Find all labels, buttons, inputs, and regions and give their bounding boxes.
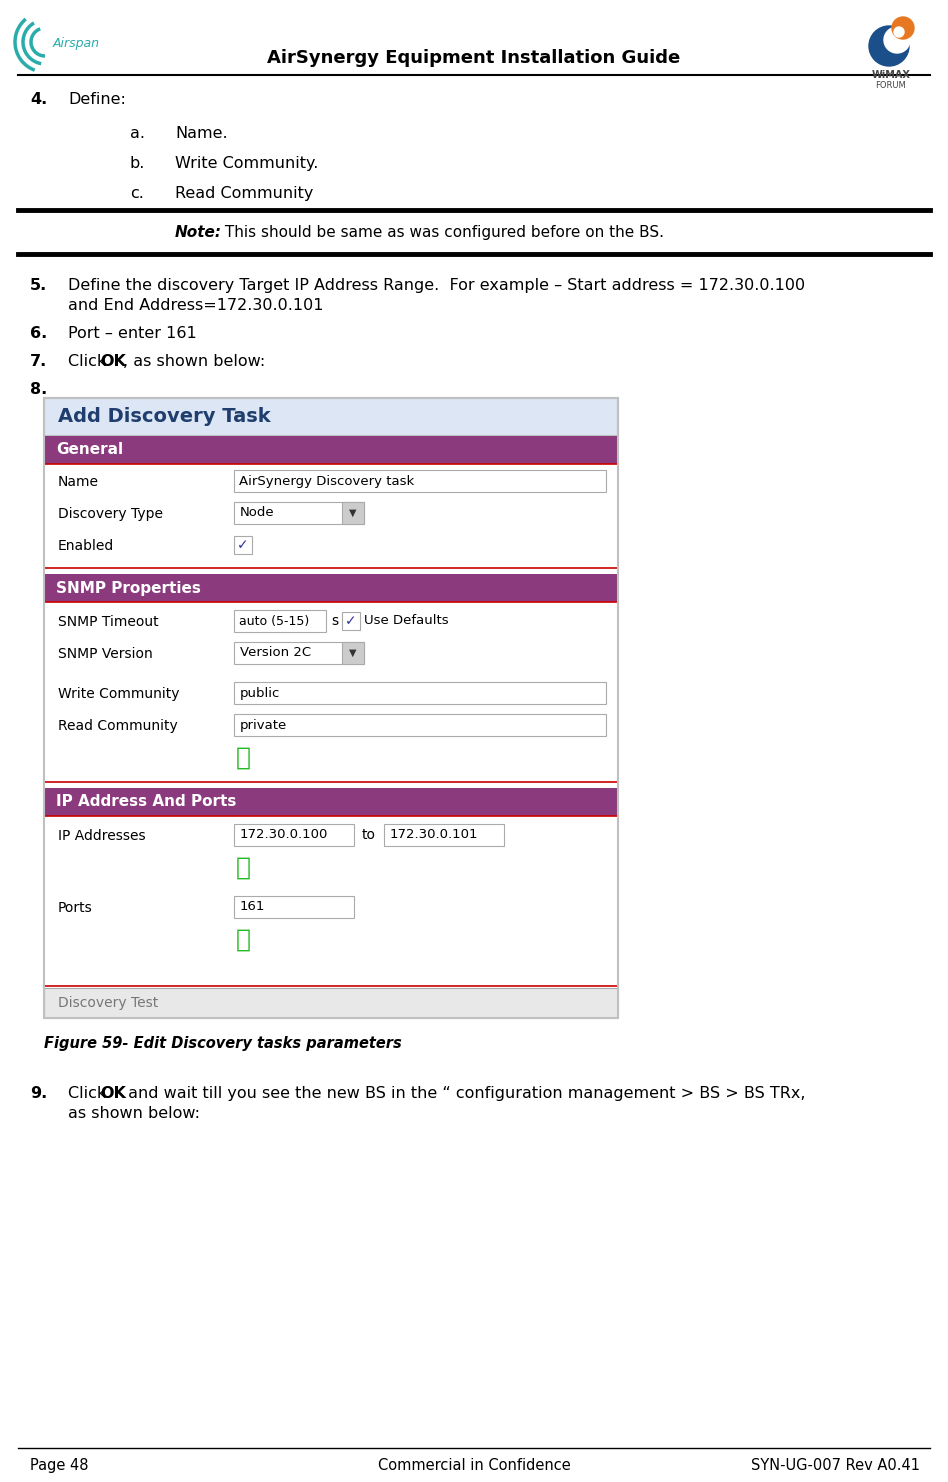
Text: 172.30.0.100: 172.30.0.100 [240, 828, 328, 842]
Bar [44, 464, 618, 568]
Text: ✓: ✓ [345, 614, 356, 628]
Text: to: to [362, 828, 376, 842]
Text: OK: OK [100, 354, 126, 369]
Text: c.: c. [130, 187, 144, 202]
Text: Read Community: Read Community [58, 719, 177, 734]
Bar [342, 502, 364, 525]
Bar [234, 536, 252, 554]
Text: SNMP Version: SNMP Version [58, 648, 153, 661]
Text: SNMP Properties: SNMP Properties [56, 581, 201, 596]
Text: Click: Click [68, 1086, 111, 1101]
Bar [234, 611, 326, 631]
Text: Page 48: Page 48 [30, 1458, 88, 1473]
Circle shape [894, 27, 904, 37]
Bar [342, 612, 360, 630]
Text: and End Address=172.30.0.101: and End Address=172.30.0.101 [68, 298, 323, 313]
Text: Version 2C: Version 2C [240, 646, 311, 659]
Text: auto (5-15): auto (5-15) [239, 615, 309, 627]
Text: Node: Node [240, 507, 275, 520]
Text: IP Addresses: IP Addresses [58, 828, 146, 843]
Text: 9.: 9. [30, 1086, 47, 1101]
Bar [44, 988, 618, 1018]
Bar [44, 817, 618, 986]
Text: AirSynergy Discovery task: AirSynergy Discovery task [239, 474, 414, 488]
Bar [44, 602, 618, 782]
Bar [44, 436, 618, 464]
Text: 161: 161 [240, 901, 265, 913]
Bar [342, 642, 364, 664]
Text: SYN-UG-007 Rev A0.41: SYN-UG-007 Rev A0.41 [751, 1458, 920, 1473]
Text: Discovery Test: Discovery Test [58, 996, 158, 1011]
Circle shape [892, 16, 914, 39]
Text: General: General [56, 443, 123, 458]
Text: ➕: ➕ [236, 928, 251, 951]
Text: AirSynergy Equipment Installation Guide: AirSynergy Equipment Installation Guide [267, 49, 681, 67]
Text: and wait till you see the new BS in the “ configuration management > BS > BS TRx: and wait till you see the new BS in the … [123, 1086, 806, 1101]
Text: Airspan: Airspan [53, 37, 100, 50]
Text: Figure 59- Edit Discovery tasks parameters: Figure 59- Edit Discovery tasks paramete… [44, 1036, 402, 1051]
Bar [44, 399, 618, 1018]
Text: s: s [331, 614, 338, 628]
Text: private: private [240, 719, 287, 732]
Bar [234, 824, 354, 846]
Circle shape [869, 27, 909, 67]
Bar [44, 574, 618, 602]
Text: This should be same as was configured before on the BS.: This should be same as was configured be… [220, 225, 664, 240]
Text: Define the discovery Target IP Address Range.  For example – Start address = 172: Define the discovery Target IP Address R… [68, 279, 805, 293]
Text: Discovery Type: Discovery Type [58, 507, 163, 522]
Text: Use Defaults: Use Defaults [364, 615, 448, 627]
Text: Name: Name [58, 476, 99, 489]
Text: Enabled: Enabled [58, 539, 115, 553]
Text: ➕: ➕ [236, 745, 251, 771]
Text: 8.: 8. [30, 382, 47, 397]
Text: ➕: ➕ [236, 857, 251, 880]
Text: public: public [240, 686, 281, 700]
Text: b.: b. [130, 156, 145, 170]
Bar [44, 788, 618, 817]
Text: ▼: ▼ [349, 508, 356, 519]
Text: ✓: ✓ [237, 538, 248, 551]
Text: Click: Click [68, 354, 111, 369]
Text: Commercial in Confidence: Commercial in Confidence [377, 1458, 571, 1473]
Text: OK: OK [100, 1086, 126, 1101]
Circle shape [884, 27, 910, 53]
Bar [234, 714, 606, 737]
Bar [44, 399, 618, 436]
Text: as shown below:: as shown below: [68, 1106, 200, 1120]
Text: Write Community: Write Community [58, 688, 179, 701]
Text: , as shown below:: , as shown below: [123, 354, 265, 369]
Text: Read Community: Read Community [175, 187, 314, 202]
Text: Write Community.: Write Community. [175, 156, 319, 170]
Bar [234, 502, 364, 525]
Bar [384, 824, 504, 846]
Text: 7.: 7. [30, 354, 47, 369]
Text: SNMP Timeout: SNMP Timeout [58, 615, 158, 628]
Text: ▼: ▼ [349, 648, 356, 658]
Text: 5.: 5. [30, 279, 47, 293]
Text: IP Address And Ports: IP Address And Ports [56, 794, 236, 809]
Text: Define:: Define: [68, 92, 126, 107]
Text: a.: a. [130, 126, 145, 141]
Text: 172.30.0.101: 172.30.0.101 [390, 828, 479, 842]
Text: Note:: Note: [175, 225, 222, 240]
Bar [234, 682, 606, 704]
Bar [234, 897, 354, 917]
Text: Ports: Ports [58, 901, 93, 914]
Text: 6.: 6. [30, 326, 47, 341]
Bar [234, 642, 364, 664]
Text: Name.: Name. [175, 126, 228, 141]
Text: FORUM: FORUM [876, 82, 906, 90]
Text: Port – enter 161: Port – enter 161 [68, 326, 197, 341]
Text: 4.: 4. [30, 92, 47, 107]
Bar [234, 470, 606, 492]
Text: WiMAX: WiMAX [871, 70, 910, 80]
Text: Add Discovery Task: Add Discovery Task [58, 408, 270, 427]
